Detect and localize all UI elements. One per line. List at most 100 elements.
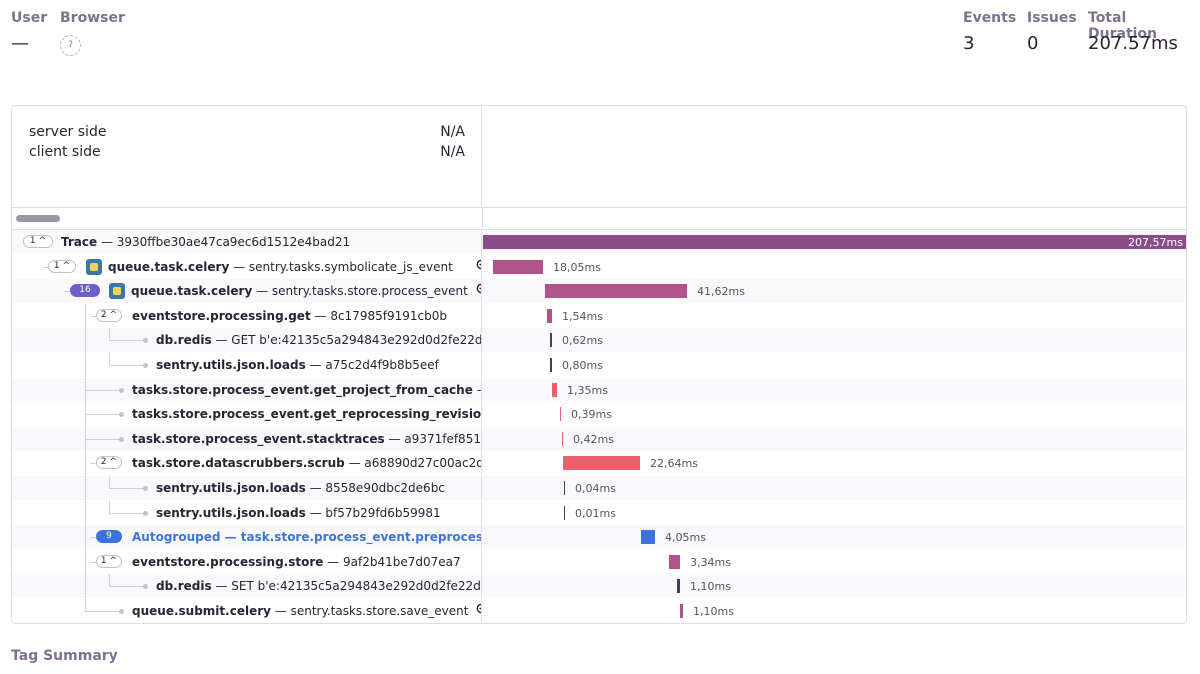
span-duration-bar[interactable] <box>545 284 687 299</box>
span-bar-area[interactable]: 207,57ms <box>483 230 1186 254</box>
span-row-title[interactable]: db.redis — GET b'e:42135c5a294843e292d0d… <box>12 328 482 353</box>
span-children-toggle[interactable]: 1 ^ <box>96 554 122 568</box>
span-children-toggle[interactable]: 2 ^ <box>96 456 122 470</box>
span-label[interactable]: queue.task.celery — sentry.tasks.symboli… <box>108 260 453 274</box>
span-row-title[interactable]: sentry.utils.json.loads — a75c2d4f9b8b5e… <box>12 353 482 377</box>
span-label[interactable]: queue.submit.celery — sentry.tasks.store… <box>132 604 468 618</box>
span-row-title[interactable]: sentry.utils.json.loads — bf57b29fd6b599… <box>12 500 482 525</box>
span-bar-area[interactable]: 0,04ms <box>483 476 1186 500</box>
span-bar-area[interactable]: 0,39ms <box>483 402 1186 426</box>
span-row[interactable]: sentry.utils.json.loads — bf57b29fd6b599… <box>12 500 1186 525</box>
span-row[interactable]: 9 Autogrouped — task.store.process_event.… <box>12 525 1186 550</box>
span-bar-area[interactable]: 0,62ms <box>483 328 1186 352</box>
span-bar-area[interactable]: 18,05ms <box>483 255 1186 279</box>
span-bar-area[interactable]: 4,05ms <box>483 525 1186 549</box>
span-row-title[interactable]: 1 ^ queue.task.celery — sentry.tasks.symb… <box>12 254 482 279</box>
span-row[interactable]: 1 ^ eventstore.processing.store — 9af2b41… <box>12 549 1186 574</box>
span-label[interactable]: Trace — 3930ffbe30ae47ca9ec6d1512e4bad21 <box>61 235 350 249</box>
span-row-title[interactable]: 2 ^ task.store.datascrubbers.scrub — a688… <box>12 451 482 476</box>
span-duration-bar[interactable] <box>562 431 563 446</box>
span-children-toggle[interactable]: 9 <box>96 530 122 544</box>
span-row[interactable]: 1 ^ queue.task.celery — sentry.tasks.symb… <box>12 254 1186 279</box>
span-row[interactable]: 2 ^ task.store.datascrubbers.scrub — a688… <box>12 451 1186 476</box>
span-bar-area[interactable]: 0,80ms <box>483 353 1186 377</box>
span-row-title[interactable]: task.store.process_event.stacktraces — a… <box>12 426 482 451</box>
span-row[interactable]: task.store.process_event.stacktraces — a… <box>12 426 1186 451</box>
zoom-out-icon[interactable] <box>476 283 481 297</box>
span-row[interactable]: sentry.utils.json.loads — a75c2d4f9b8b5e… <box>12 353 1186 377</box>
zoom-in-icon[interactable] <box>476 259 481 273</box>
zoom-in-icon[interactable] <box>476 603 481 617</box>
span-row-title[interactable]: tasks.store.process_event.get_project_fr… <box>12 377 482 402</box>
span-duration-bar[interactable] <box>547 308 552 323</box>
span-op: eventstore.processing.store <box>132 554 324 569</box>
span-bar-area[interactable]: 1,54ms <box>483 304 1186 328</box>
tree-connector <box>109 512 143 514</box>
span-row-title[interactable]: tasks.store.process_event.get_reprocessi… <box>12 402 482 427</box>
span-children-toggle[interactable]: 1 ^ <box>23 235 53 248</box>
span-row[interactable]: 2 ^ eventstore.processing.get — 8c17985f9… <box>12 303 1186 328</box>
span-row[interactable]: queue.submit.celery — sentry.tasks.store… <box>12 599 1186 623</box>
span-bar-area[interactable]: 0,42ms <box>483 427 1186 451</box>
span-duration-bar[interactable] <box>550 333 552 348</box>
span-bar-area[interactable]: 22,64ms <box>483 451 1186 475</box>
minimap[interactable]: server side N/A client side N/A <box>12 106 1186 208</box>
tag-summary-heading[interactable]: Tag Summary <box>11 648 118 664</box>
span-label[interactable]: db.redis — SET b'e:42135c5a294843e292d0d… <box>156 579 481 593</box>
tree-connector <box>85 353 86 377</box>
span-duration-label: 207,57ms <box>1128 236 1183 249</box>
span-row-title[interactable]: db.redis — SET b'e:42135c5a294843e292d0d… <box>12 574 482 599</box>
span-row-title[interactable]: 1 ^ eventstore.processing.store — 9af2b41… <box>12 549 482 574</box>
span-row[interactable]: db.redis — SET b'e:42135c5a294843e292d0d… <box>12 574 1186 599</box>
span-label[interactable]: queue.task.celery — sentry.tasks.store.p… <box>131 284 468 298</box>
span-row-title[interactable]: 1 ^ Trace — 3930ffbe30ae47ca9ec6d1512e4ba… <box>12 230 482 254</box>
span-row[interactable]: 1 ^ Trace — 3930ffbe30ae47ca9ec6d1512e4ba… <box>12 230 1186 254</box>
span-label[interactable]: Autogrouped — task.store.process_event.p… <box>132 530 481 544</box>
span-label[interactable]: task.store.process_event.stacktraces — a… <box>132 432 481 446</box>
span-row[interactable]: tasks.store.process_event.get_reprocessi… <box>12 402 1186 427</box>
span-children-toggle[interactable]: 16 <box>70 284 100 298</box>
span-bar-area[interactable]: 3,34ms <box>483 550 1186 574</box>
span-row-title[interactable]: 2 ^ eventstore.processing.get — 8c17985f9… <box>12 303 482 328</box>
span-bar-area[interactable]: 1,10ms <box>483 574 1186 598</box>
span-bar-area[interactable]: 1,10ms <box>483 599 1186 623</box>
span-bar-area[interactable]: 41,62ms <box>483 279 1186 303</box>
span-row-title[interactable]: 16 queue.task.celery — sentry.tasks.store… <box>12 279 482 304</box>
span-row[interactable]: tasks.store.process_event.get_project_fr… <box>12 377 1186 402</box>
span-duration-bar[interactable] <box>550 358 552 372</box>
span-duration-bar[interactable]: 207,57ms <box>483 235 1186 249</box>
span-duration-bar[interactable] <box>564 481 565 495</box>
span-bar-area[interactable]: 1,35ms <box>483 378 1186 402</box>
span-duration-bar[interactable] <box>669 554 680 569</box>
span-duration-bar[interactable] <box>493 259 543 274</box>
span-label[interactable]: sentry.utils.json.loads — bf57b29fd6b599… <box>156 506 441 520</box>
span-children-toggle[interactable]: 1 ^ <box>48 259 76 273</box>
span-op: tasks.store.process_event.get_project_fr… <box>132 382 473 397</box>
span-duration-bar[interactable] <box>677 579 680 594</box>
span-duration-bar[interactable] <box>552 382 557 397</box>
span-label[interactable]: tasks.store.process_event.get_project_fr… <box>132 382 481 397</box>
column-divider[interactable] <box>482 208 483 229</box>
span-row[interactable]: sentry.utils.json.loads — 8558e90dbc2de6… <box>12 476 1186 500</box>
scrollbar-thumb[interactable] <box>16 215 60 222</box>
span-children-toggle[interactable]: 2 ^ <box>96 308 122 322</box>
span-row[interactable]: 16 queue.task.celery — sentry.tasks.store… <box>12 279 1186 304</box>
span-label[interactable]: db.redis — GET b'e:42135c5a294843e292d0d… <box>156 333 481 347</box>
span-label[interactable]: sentry.utils.json.loads — a75c2d4f9b8b5e… <box>156 358 439 372</box>
span-duration-bar[interactable] <box>564 505 565 520</box>
span-label[interactable]: sentry.utils.json.loads — 8558e90dbc2de6… <box>156 481 445 495</box>
span-label[interactable]: task.store.datascrubbers.scrub — a68890d… <box>132 456 481 470</box>
span-row-title[interactable]: 9 Autogrouped — task.store.process_event.… <box>12 525 482 550</box>
span-label[interactable]: tasks.store.process_event.get_reprocessi… <box>132 407 481 421</box>
tree-connector <box>90 537 98 539</box>
span-row-title[interactable]: sentry.utils.json.loads — 8558e90dbc2de6… <box>12 476 482 500</box>
span-duration-bar[interactable] <box>560 407 561 422</box>
span-duration-bar[interactable] <box>563 456 640 471</box>
span-duration-bar[interactable] <box>680 604 683 618</box>
span-label[interactable]: eventstore.processing.store — 9af2b41be7… <box>132 555 461 569</box>
span-bar-area[interactable]: 0,01ms <box>483 501 1186 525</box>
span-label[interactable]: eventstore.processing.get — 8c17985f9191… <box>132 309 447 323</box>
span-row-title[interactable]: queue.submit.celery — sentry.tasks.store… <box>12 599 482 623</box>
span-row[interactable]: db.redis — GET b'e:42135c5a294843e292d0d… <box>12 328 1186 353</box>
span-duration-bar[interactable] <box>641 530 655 545</box>
